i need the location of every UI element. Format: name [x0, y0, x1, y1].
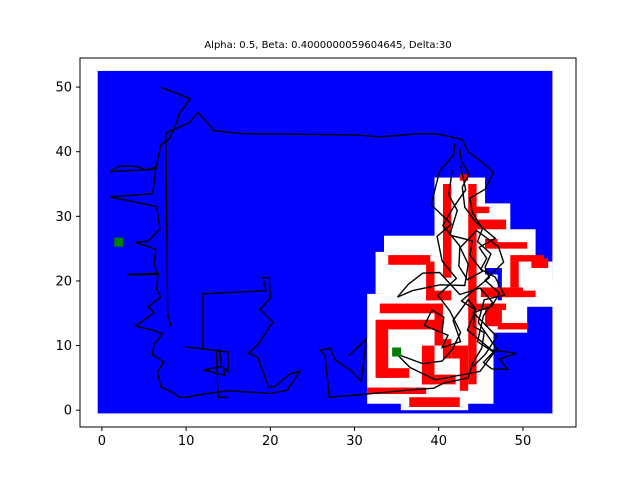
x-tick-label: 0 — [98, 434, 106, 449]
obstacle-cell — [489, 242, 528, 249]
axes: 0 10 20 30 40 50 0 10 20 30 40 50 — [55, 57, 577, 449]
obstacle-cell — [451, 345, 469, 359]
obstacle-cell — [442, 339, 452, 359]
waypoint-marker — [392, 347, 402, 357]
obstacle-cell — [510, 255, 544, 262]
y-tick-label: 10 — [55, 339, 72, 354]
x-tick-label: 40 — [430, 434, 447, 449]
y-tick-label: 40 — [55, 145, 72, 160]
obstacle-cell — [485, 310, 502, 327]
y-tick-label: 0 — [64, 404, 72, 419]
x-tick-label: 30 — [346, 434, 363, 449]
plot-area — [97, 70, 561, 414]
obstacle-cell — [375, 319, 435, 330]
obstacle-cell — [434, 303, 443, 346]
obstacle-cell — [409, 397, 460, 407]
obstacle-cell — [510, 261, 519, 288]
path-line-right — [396, 143, 506, 381]
obstacle-cell — [476, 219, 507, 230]
obstacle-cell — [468, 184, 477, 385]
waypoint-marker — [114, 237, 124, 247]
y-tick-label: 30 — [55, 210, 72, 225]
path-line-left — [109, 86, 302, 398]
y-tick-label: 50 — [55, 81, 72, 96]
axes-frame — [79, 57, 577, 428]
x-tick-label: 50 — [515, 434, 532, 449]
obstacle-cell — [379, 368, 410, 378]
obstacle-cell — [472, 206, 490, 214]
obstacle-cell — [501, 290, 536, 298]
obstacle-cell — [388, 255, 431, 265]
obstacle-cell — [531, 258, 549, 269]
path-line-right-2 — [396, 165, 517, 371]
obstacle-cell — [459, 174, 469, 181]
obstacle-cell — [497, 322, 528, 330]
path-line-right-3 — [448, 170, 505, 368]
x-tick-label: 10 — [178, 434, 195, 449]
y-tick-label: 20 — [55, 274, 72, 289]
obstacle-cell — [379, 303, 443, 314]
x-tick-label: 20 — [262, 434, 279, 449]
obstacle-cell — [426, 261, 435, 301]
obstacle-cell — [375, 326, 389, 378]
chart-title: Alpha: 0.5, Beta: 0.4000000059604645, De… — [204, 40, 451, 51]
